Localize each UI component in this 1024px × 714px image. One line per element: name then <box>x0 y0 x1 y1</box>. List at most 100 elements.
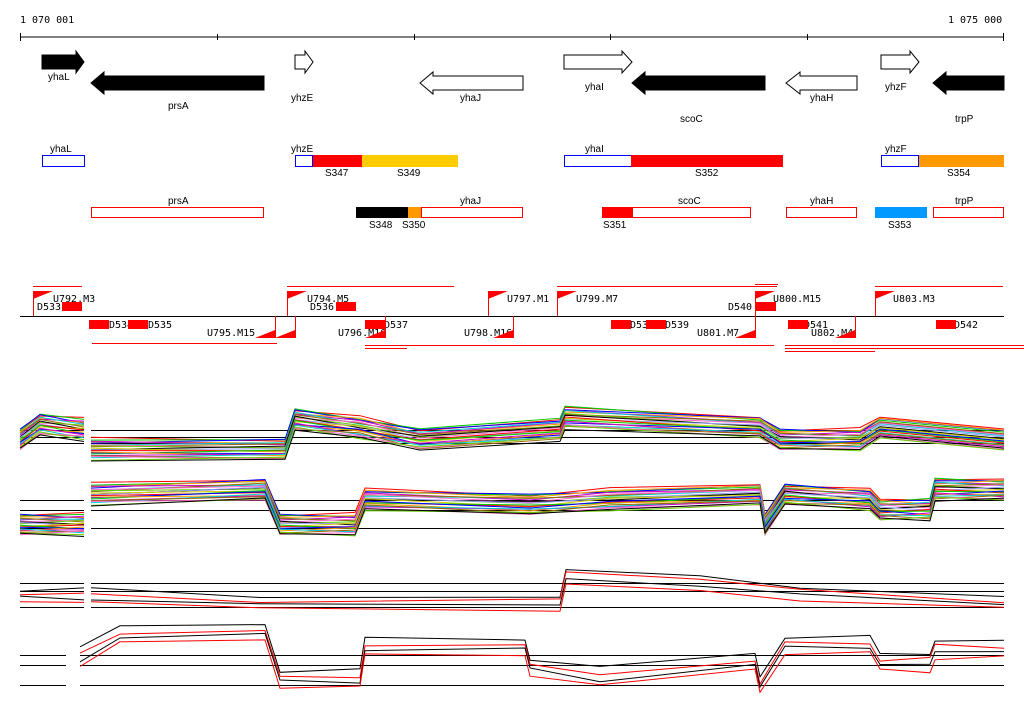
downshift-box[interactable] <box>89 320 109 329</box>
expression-trace <box>19 528 85 534</box>
upshift-flag[interactable] <box>493 330 513 338</box>
downshift-label: D536 <box>310 302 334 313</box>
upshift-flag[interactable] <box>275 330 295 338</box>
downshift-box[interactable] <box>646 320 666 329</box>
gene-arrow-yhaI[interactable] <box>563 49 633 75</box>
operon-box[interactable] <box>933 207 1004 218</box>
operon-box[interactable] <box>632 207 751 218</box>
operon-gene-label: trpP <box>955 196 974 207</box>
downshift-label: D538 <box>630 320 654 331</box>
operon-box[interactable] <box>421 207 523 218</box>
upshift-flag[interactable] <box>287 291 307 299</box>
gene-label: yhzE <box>291 93 314 104</box>
expression-trace <box>19 587 85 592</box>
upshift-label: U803.M3 <box>893 294 935 305</box>
gene-label: yhaH <box>810 93 833 104</box>
downshift-label: D540 <box>728 302 752 313</box>
segment-S350[interactable] <box>408 207 421 218</box>
downshift-box[interactable] <box>611 320 631 329</box>
expression-profiles <box>19 405 1005 694</box>
downshift-label: D535 <box>148 320 172 331</box>
segment-label: S348 <box>369 220 393 231</box>
upshift-flag[interactable] <box>488 291 508 299</box>
expression-trace <box>90 482 1005 522</box>
gene-label: yhzF <box>885 82 907 93</box>
expression-trace <box>90 578 1005 606</box>
downshift-box[interactable] <box>936 320 956 329</box>
operon-gene-label: prsA <box>168 196 189 207</box>
segment-label: S352 <box>695 168 719 179</box>
segment-label: S354 <box>947 168 971 179</box>
gene-arrow-yhaL[interactable] <box>41 49 85 75</box>
segment-S353[interactable] <box>875 207 927 218</box>
upshift-flag[interactable] <box>557 291 577 299</box>
gene-arrow-yhzE[interactable] <box>294 49 314 75</box>
downshift-box[interactable] <box>62 302 82 311</box>
upshift-label: U797.M1 <box>507 294 549 305</box>
gene-label: yhaI <box>585 82 604 93</box>
operon-box[interactable] <box>42 155 85 167</box>
segment-S349[interactable] <box>362 155 458 167</box>
upshift-label: U796.M16 <box>338 328 386 339</box>
gene-arrow-yhaH[interactable] <box>785 70 858 96</box>
operon-box[interactable] <box>295 155 313 167</box>
expression-trace <box>19 513 85 517</box>
upshift-flag[interactable] <box>365 330 385 338</box>
operon-gene-label: yhzE <box>291 144 314 155</box>
downshift-box[interactable] <box>756 302 776 311</box>
gene-arrow-prsA[interactable] <box>90 70 265 96</box>
expression-trace <box>79 639 1005 694</box>
upshift-label: U799.M7 <box>576 294 618 305</box>
operon-box[interactable] <box>786 207 857 218</box>
expression-trace <box>90 429 1005 462</box>
segment-S352[interactable] <box>631 155 783 167</box>
gene-label: scoC <box>680 114 703 125</box>
upshift-label: U792.M3 <box>53 294 95 305</box>
downshift-box[interactable] <box>365 320 385 329</box>
downshift-box[interactable] <box>788 320 808 329</box>
operon-gene-label: scoC <box>678 196 701 207</box>
downshift-label: D542 <box>954 320 978 331</box>
expression-trace <box>90 569 1005 599</box>
downshift-box[interactable] <box>128 320 148 329</box>
segment-label: S349 <box>397 168 421 179</box>
gene-arrow-yhzF[interactable] <box>880 49 920 75</box>
gene-arrow-trpP[interactable] <box>932 70 1005 96</box>
segment-S354[interactable] <box>919 155 1004 167</box>
gene-arrow-scoC[interactable] <box>631 70 766 96</box>
transcription-track: U792.M3 U794.M5 U797.M1 U799.M7 U800.M15… <box>20 284 1024 352</box>
downshift-label: D537 <box>384 320 408 331</box>
ruler-end-label: 1 075 000 <box>948 15 1002 26</box>
operon-box[interactable] <box>564 155 632 167</box>
upshift-label: U794.M5 <box>307 294 349 305</box>
upshift-flag[interactable] <box>255 330 275 338</box>
segment-S347[interactable] <box>313 155 362 167</box>
upshift-flag[interactable] <box>755 291 775 299</box>
expression-trace <box>90 571 1005 604</box>
segment-S351[interactable] <box>602 207 632 218</box>
expression-trace <box>19 428 85 443</box>
gene-arrow-yhaJ[interactable] <box>419 70 524 96</box>
operon-gene-label: yhaI <box>585 144 604 155</box>
expression-trace <box>19 532 85 537</box>
downshift-box[interactable] <box>336 302 356 311</box>
segment-S348[interactable] <box>356 207 408 218</box>
expression-trace <box>90 414 1005 451</box>
expression-trace <box>90 497 1005 536</box>
upshift-label: U795.M15 <box>207 328 255 339</box>
expression-trace <box>19 516 85 518</box>
operon-box[interactable] <box>881 155 919 167</box>
downshift-label: D541 <box>804 320 828 331</box>
operon-box[interactable] <box>91 207 264 218</box>
upshift-label: U800.M15 <box>773 294 821 305</box>
expression-trace <box>79 632 1005 689</box>
upshift-flag[interactable] <box>33 291 53 299</box>
upshift-flag[interactable] <box>835 330 855 338</box>
upshift-flag[interactable] <box>875 291 895 299</box>
upshift-flag[interactable] <box>735 330 755 338</box>
ruler: 1 070 001 1 075 000 <box>20 15 1004 41</box>
gene-track: yhaL prsA yhzE yhaJ yhaI scoC yhaH yhzF … <box>41 49 1005 125</box>
operon-gene-label: yhaJ <box>460 196 481 207</box>
operon-track-plus: yhaL yhzE S347 S349 yhaI S352 yhzF S354 <box>42 144 1004 179</box>
